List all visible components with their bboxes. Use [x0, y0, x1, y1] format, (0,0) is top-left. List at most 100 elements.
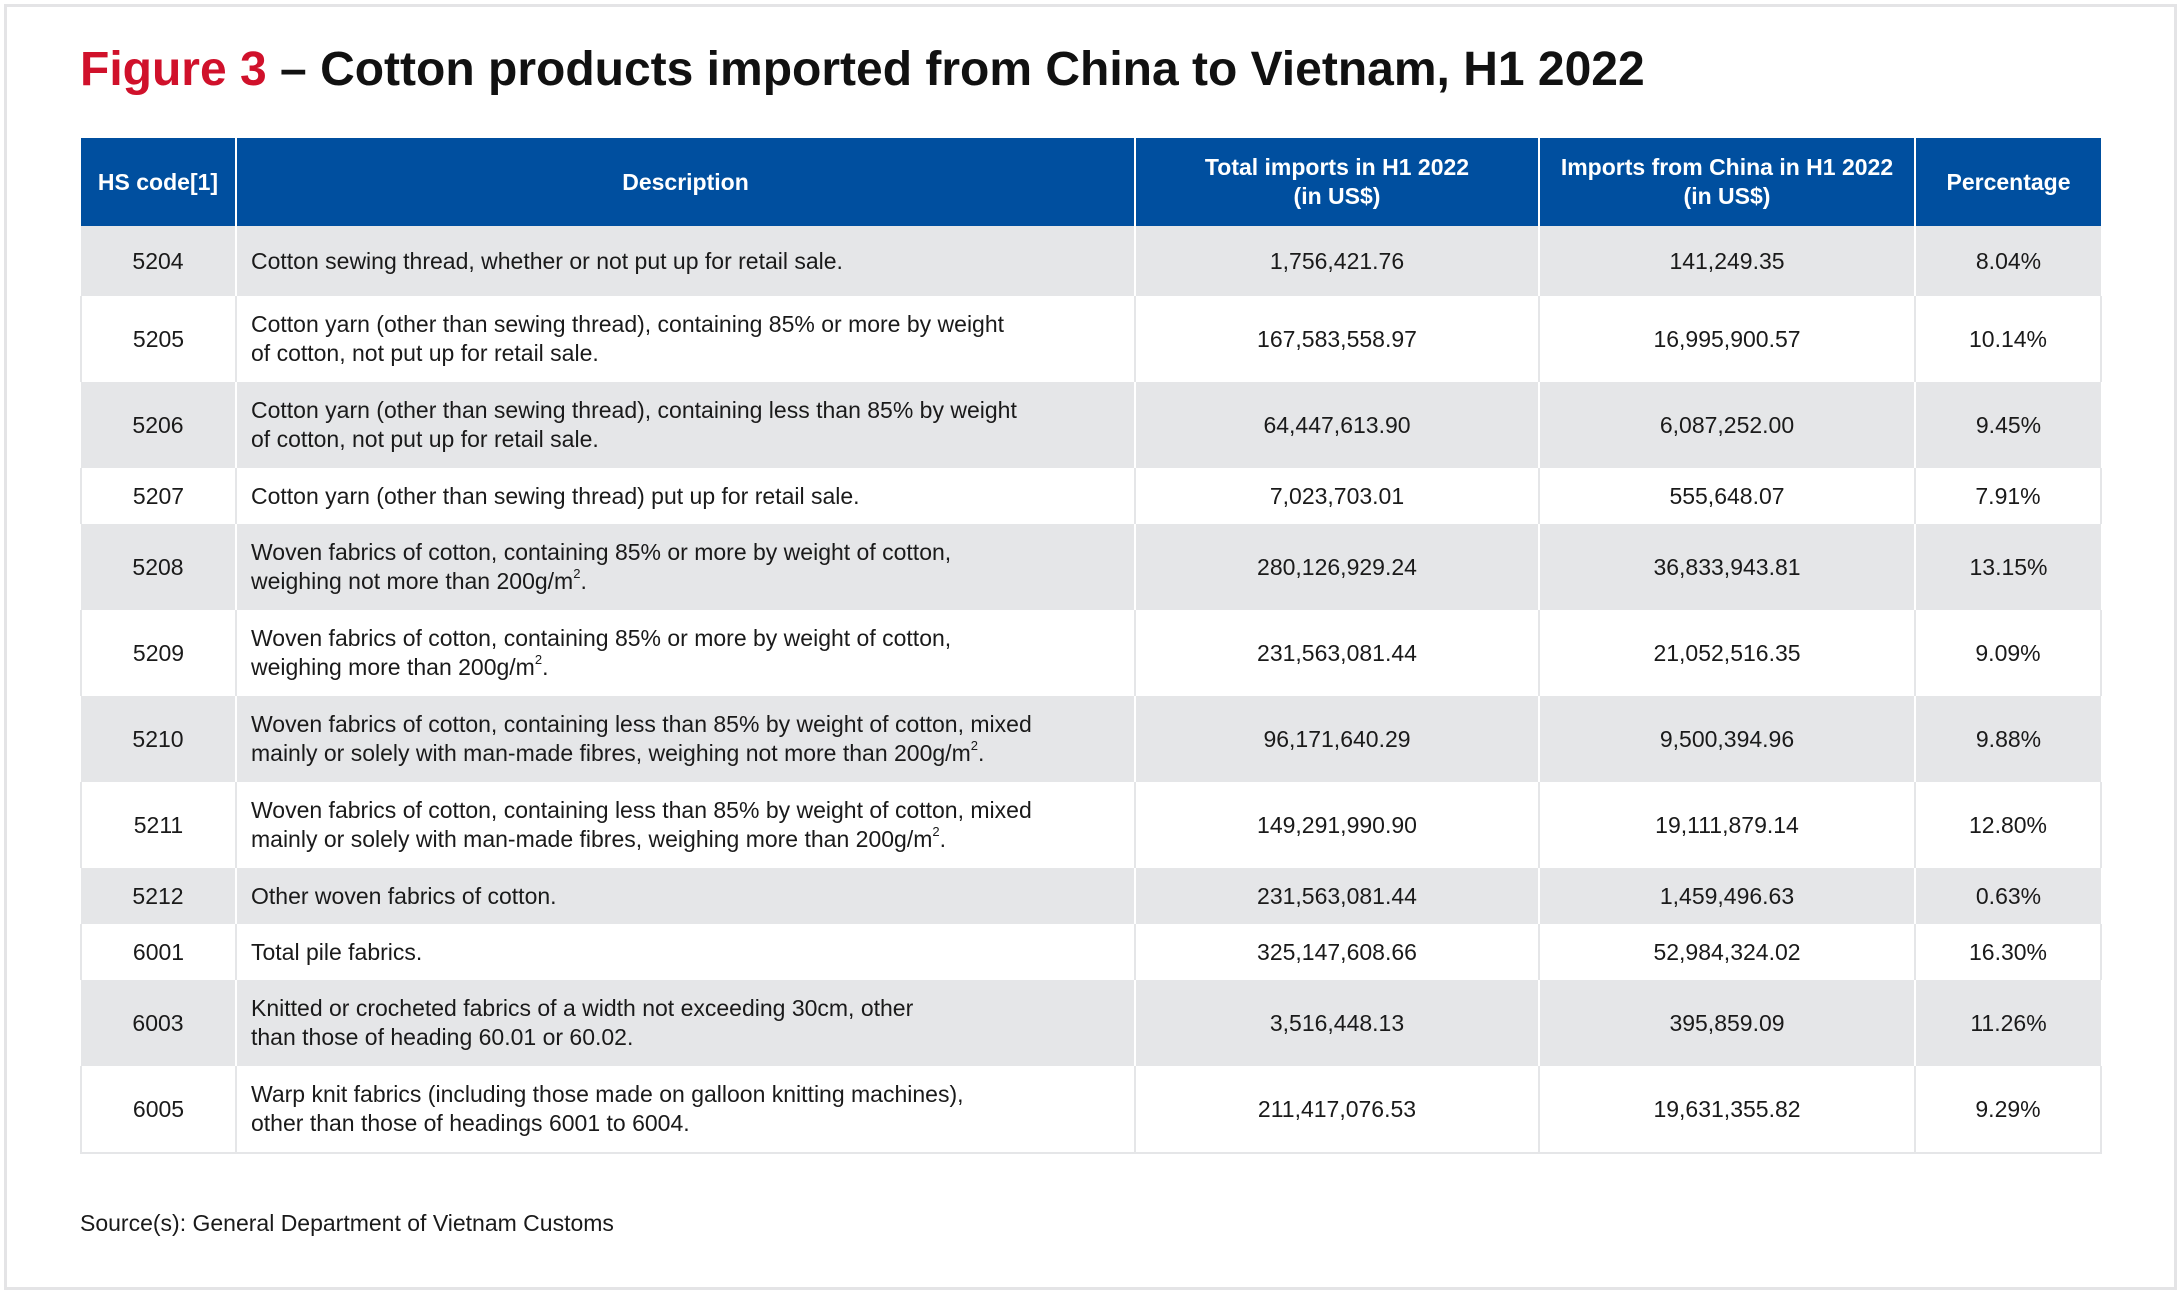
description-cell: Cotton yarn (other than sewing thread), …	[235, 382, 1136, 468]
total-imports-cell: 1,756,421.76	[1134, 226, 1540, 296]
description-line: Knitted or crocheted fabrics of a width …	[251, 995, 914, 1021]
superscript-exponent: 2	[534, 652, 543, 668]
china-imports-cell: 6,087,252.00	[1538, 382, 1916, 468]
description-line: Woven fabrics of cotton, containing 85% …	[251, 625, 952, 651]
china-imports-cell: 9,500,394.96	[1538, 696, 1916, 782]
header-hs-code: HS code[1]	[81, 138, 237, 226]
figure-title-text: – Cotton products imported from China to…	[266, 43, 1645, 96]
hs-code-cell: 5210	[81, 696, 237, 782]
description-cell: Cotton yarn (other than sewing thread) p…	[235, 468, 1136, 524]
total-imports-cell: 64,447,613.90	[1134, 382, 1540, 468]
china-imports-cell: 21,052,516.35	[1538, 610, 1916, 696]
hs-code-cell: 5208	[81, 524, 237, 610]
description-line: Total pile fabrics.	[251, 938, 423, 965]
table-row: 5210 Woven fabrics of cotton, containing …	[81, 696, 2101, 782]
figure-label: Figure 3	[80, 43, 267, 96]
table-row: 5211 Woven fabrics of cotton, containing …	[80, 782, 2102, 868]
description-line: than those of heading 60.01 or 60.02.	[251, 1024, 634, 1050]
description-cell: Woven fabrics of cotton, containing less…	[235, 782, 1136, 868]
china-imports-cell: 555,648.07	[1538, 468, 1916, 524]
china-imports-cell: 36,833,943.81	[1538, 524, 1916, 610]
header-text-line: (in US$)	[1683, 183, 1771, 209]
hs-code-cell: 5206	[81, 382, 237, 468]
total-imports-cell: 167,583,558.97	[1134, 296, 1540, 382]
table-row: 5209 Woven fabrics of cotton, containing …	[80, 610, 2102, 696]
description-cell: Knitted or crocheted fabrics of a width …	[235, 980, 1136, 1066]
description-line: Cotton yarn (other than sewing thread), …	[251, 311, 1005, 337]
hs-code-cell: 5209	[80, 610, 237, 696]
table-header-row: HS code[1] Description Total imports in …	[81, 138, 2101, 226]
total-imports-cell: 280,126,929.24	[1134, 524, 1540, 610]
percentage-cell: 10.14%	[1914, 296, 2102, 382]
china-imports-cell: 395,859.09	[1538, 980, 1916, 1066]
hs-code-cell: 5205	[80, 296, 237, 382]
percentage-cell: 9.45%	[1914, 382, 2101, 468]
total-imports-cell: 325,147,608.66	[1134, 924, 1540, 980]
description-line: Woven fabrics of cotton, containing 85% …	[251, 539, 952, 565]
description-cell: Woven fabrics of cotton, containing 85% …	[235, 610, 1136, 696]
total-imports-cell: 211,417,076.53	[1134, 1066, 1540, 1154]
percentage-cell: 8.04%	[1914, 226, 2101, 296]
hs-code-cell: 6003	[81, 980, 237, 1066]
superscript-exponent: 2	[932, 824, 940, 840]
description-line: mainly or solely with man-made fibres, w…	[251, 826, 933, 852]
total-imports-cell: 96,171,640.29	[1134, 696, 1540, 782]
china-imports-cell: 52,984,324.02	[1538, 924, 1916, 980]
table-row: 6003 Knitted or crocheted fabrics of a wi…	[81, 980, 2101, 1066]
header-text-line: Total imports in H1 2022	[1204, 154, 1470, 180]
description-line: Cotton yarn (other than sewing thread), …	[251, 397, 1017, 423]
figure-frame	[4, 4, 2177, 1290]
china-imports-cell: 19,631,355.82	[1538, 1066, 1916, 1154]
description-line: Other woven fabrics of cotton.	[251, 882, 557, 909]
percentage-cell: 11.26%	[1914, 980, 2101, 1066]
hs-code-cell: 5204	[81, 226, 237, 296]
description-line: Cotton yarn (other than sewing thread) p…	[251, 482, 860, 509]
hs-code-cell: 5207	[80, 468, 237, 524]
china-imports-cell: 141,249.35	[1538, 226, 1916, 296]
percentage-cell: 12.80%	[1914, 782, 2102, 868]
header-percentage: Percentage	[1914, 138, 2101, 226]
total-imports-cell: 231,563,081.44	[1134, 868, 1540, 924]
percentage-cell: 9.29%	[1914, 1066, 2102, 1154]
percentage-cell: 9.88%	[1914, 696, 2101, 782]
description-cell: Cotton sewing thread, whether or not put…	[235, 226, 1136, 296]
china-imports-cell: 1,459,496.63	[1538, 868, 1916, 924]
table-body: 5204 Cotton sewing thread, whether or not…	[80, 226, 2102, 1154]
total-imports-cell: 7,023,703.01	[1134, 468, 1540, 524]
description-cell: Other woven fabrics of cotton.	[235, 868, 1136, 924]
percentage-cell: 0.63%	[1914, 868, 2101, 924]
figure-title: Figure 3 – Cotton products imported from…	[80, 42, 1645, 97]
description-line: of cotton, not put up for retail sale.	[251, 426, 599, 452]
description-line: other than those of headings 6001 to 600…	[251, 1110, 690, 1136]
table-row: 5212 Other woven fabrics of cotton. 231,56…	[81, 868, 2101, 924]
imports-table: HS code[1] Description Total imports in …	[80, 138, 2102, 1154]
total-imports-cell: 149,291,990.90	[1134, 782, 1540, 868]
header-total-imports: Total imports in H1 2022 (in US$)	[1134, 138, 1540, 226]
description-line: of cotton, not put up for retail sale.	[251, 340, 599, 366]
description-cell: Woven fabrics of cotton, containing less…	[235, 696, 1136, 782]
percentage-cell: 13.15%	[1914, 524, 2101, 610]
superscript-exponent: 2	[970, 738, 978, 754]
superscript-exponent: 2	[573, 566, 581, 582]
description-cell: Woven fabrics of cotton, containing 85% …	[235, 524, 1136, 610]
description-line: weighing more than 200g/m	[251, 654, 535, 680]
header-text-line: Percentage	[1946, 168, 2071, 195]
header-imports-china: Imports from China in H1 2022 (in US$)	[1538, 138, 1916, 226]
china-imports-cell: 16,995,900.57	[1538, 296, 1916, 382]
source-note: Source(s): General Department of Vietnam…	[80, 1210, 614, 1236]
hs-code-cell: 5211	[80, 782, 237, 868]
header-text-line: Imports from China in H1 2022	[1560, 154, 1894, 180]
hs-code-cell: 5212	[81, 868, 237, 924]
header-text-line: Description	[622, 168, 749, 195]
table-row: 5208 Woven fabrics of cotton, containing …	[81, 524, 2101, 610]
percentage-cell: 16.30%	[1914, 924, 2102, 980]
description-line: Cotton sewing thread, whether or not put…	[251, 247, 843, 274]
description-line: Woven fabrics of cotton, containing less…	[251, 711, 1032, 737]
description-cell: Total pile fabrics.	[235, 924, 1136, 980]
total-imports-cell: 3,516,448.13	[1134, 980, 1540, 1066]
china-imports-cell: 19,111,879.14	[1538, 782, 1916, 868]
table-row: 6005 Warp knit fabrics (including those m…	[80, 1066, 2102, 1154]
description-line: Warp knit fabrics (including those made …	[251, 1081, 964, 1107]
table-row: 5205 Cotton yarn (other than sewing threa…	[80, 296, 2102, 382]
percentage-cell: 7.91%	[1914, 468, 2102, 524]
